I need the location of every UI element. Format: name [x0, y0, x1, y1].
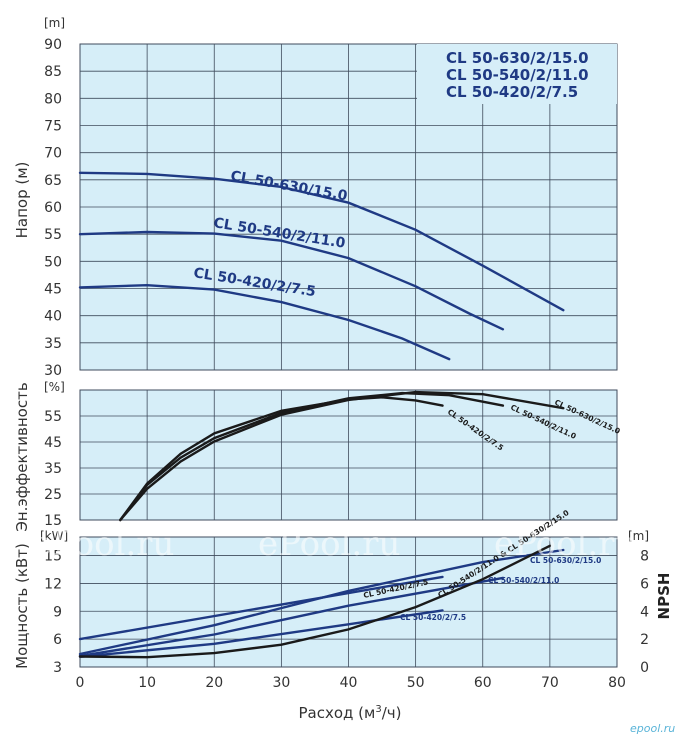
- watermark-3: ePool.ru: [494, 524, 636, 564]
- power-label-630: CL 50-630/2/15.0: [530, 556, 601, 565]
- x-tick-label: 60: [474, 675, 492, 691]
- head-y-tick-label: 55: [44, 227, 62, 243]
- head-unit-label: [m]: [44, 16, 65, 30]
- x-tick-label: 40: [340, 675, 358, 691]
- npsh-curve-0: [78, 544, 552, 659]
- head-axis-title: Напор (м): [13, 162, 31, 239]
- x-axis-title-end: /ч): [382, 704, 402, 722]
- power-label-420-lower: CL 50-420/2/7.5: [400, 613, 466, 622]
- x-tick-label: 30: [272, 675, 290, 691]
- x-tick-label: 20: [205, 675, 223, 691]
- efficiency-curve-0: [119, 390, 565, 522]
- efficiency-y-tick-label: 35: [44, 461, 62, 477]
- npsh-unit-label: [m]: [628, 529, 649, 543]
- efficiency-curve-2: [119, 396, 444, 522]
- npsh-y-tick-label: 8: [640, 549, 649, 565]
- npsh-y-tick-label: 4: [640, 604, 649, 620]
- head-y-tick-label: 90: [44, 37, 62, 53]
- head-y-tick-label: 70: [44, 146, 62, 162]
- head-curve-2: [78, 283, 451, 361]
- watermark-corner: epool.ru: [630, 722, 675, 735]
- power-y-tick-label: 12: [44, 576, 62, 592]
- x-tick-label: 0: [76, 675, 85, 691]
- model-legend-3: CL 50-420/2/7.5: [446, 83, 578, 101]
- x-tick-label: 70: [541, 675, 559, 691]
- head-y-tick-label: 45: [44, 282, 62, 298]
- power-unit-label: [kW]: [40, 529, 68, 543]
- efficiency-y-tick-label: 15: [44, 513, 62, 529]
- power-y-tick-label: 9: [53, 604, 62, 620]
- npsh-y-tick-label: 6: [640, 576, 649, 592]
- power-label-540: CL 50-540/2/11.0: [488, 576, 559, 585]
- head-y-tick-label: 50: [44, 254, 62, 270]
- head-y-tick-label: 35: [44, 336, 62, 352]
- x-tick-label: 50: [407, 675, 425, 691]
- efficiency-unit-label: [%]: [44, 380, 65, 394]
- head-y-tick-label: 65: [44, 173, 62, 189]
- x-axis-title-main: Расход (м: [298, 704, 375, 722]
- efficiency-curve-1: [119, 391, 505, 522]
- head-plot-frame: [79, 43, 618, 371]
- power-curve-0: [78, 575, 444, 641]
- efficiency-plot-frame: [79, 389, 618, 521]
- head-y-tick-label: 60: [44, 200, 62, 216]
- efficiency-y-tick-label: 45: [44, 435, 62, 451]
- power-y-tick-label: 3: [53, 660, 62, 676]
- npsh-axis-title: NPSH: [655, 573, 673, 620]
- efficiency-axis-title: Эн.эффективность: [13, 382, 31, 531]
- head-y-tick-label: 40: [44, 309, 62, 325]
- head-y-tick-label: 85: [44, 64, 62, 80]
- x-tick-label: 10: [138, 675, 156, 691]
- watermark-2: ePool.ru: [258, 524, 400, 564]
- npsh-y-tick-label: 0: [640, 660, 649, 676]
- power-curve-3: [78, 548, 565, 656]
- power-y-tick-label: 6: [53, 632, 62, 648]
- x-axis-title-sup: 3: [375, 704, 381, 715]
- power-plot-frame: [79, 536, 618, 668]
- head-y-tick-label: 80: [44, 91, 62, 107]
- watermark-1: ePool.ru: [32, 524, 174, 564]
- efficiency-y-tick-label: 55: [44, 409, 62, 425]
- x-axis-title: Расход (м3/ч): [298, 704, 401, 722]
- power-curve-1: [78, 609, 444, 658]
- power-y-tick-label: 15: [44, 549, 62, 565]
- model-legend-1: CL 50-630/2/15.0: [446, 49, 589, 67]
- head-curve-0: [78, 171, 565, 312]
- head-curve-1: [78, 230, 505, 331]
- head-y-tick-label: 30: [44, 363, 62, 379]
- efficiency-y-tick-label: 25: [44, 487, 62, 503]
- npsh-y-tick-label: 2: [640, 632, 649, 648]
- power-axis-title: Мощность (кВт): [13, 543, 31, 669]
- model-legend-box: [417, 44, 617, 104]
- x-tick-label: 80: [608, 675, 626, 691]
- model-legend-2: CL 50-540/2/11.0: [446, 66, 589, 84]
- head-y-tick-label: 75: [44, 119, 62, 135]
- power-curve-2: [78, 576, 505, 658]
